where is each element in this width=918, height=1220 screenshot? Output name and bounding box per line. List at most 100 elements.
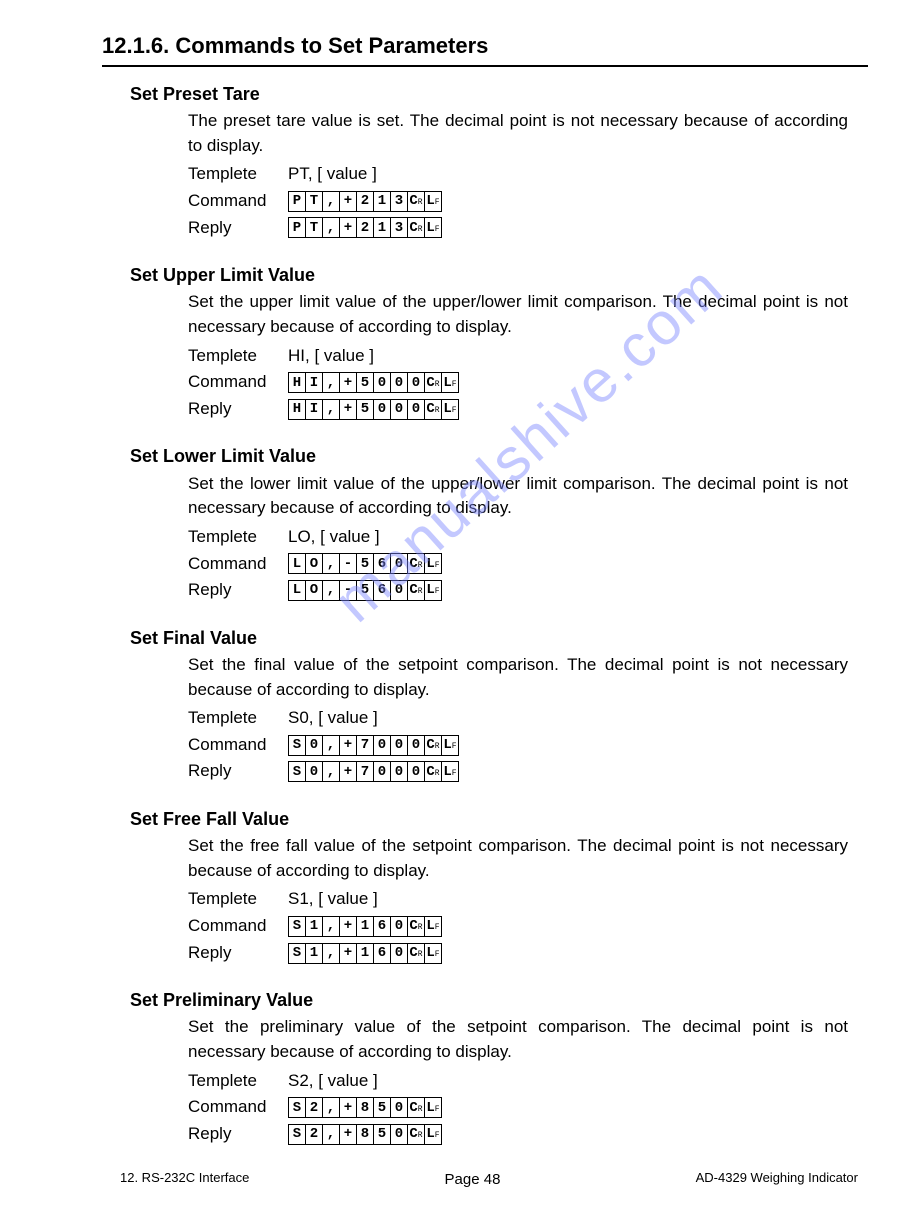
section-description: The preset tare value is set. The decima… bbox=[188, 109, 848, 158]
byte-cell: S bbox=[289, 736, 306, 755]
byte-cell: LF bbox=[425, 218, 441, 237]
byte-cell: 1 bbox=[374, 192, 391, 211]
row-label-reply: Reply bbox=[188, 1122, 288, 1147]
byte-cell: 5 bbox=[374, 1098, 391, 1117]
row-label-command: Command bbox=[188, 189, 288, 214]
byte-cell: S bbox=[289, 1125, 306, 1144]
byte-cell: 0 bbox=[374, 400, 391, 419]
byte-cell: CR bbox=[408, 917, 425, 936]
byte-sequence: S0,+7000CRLF bbox=[288, 735, 459, 756]
byte-cell: CR bbox=[425, 736, 442, 755]
byte-cell: T bbox=[306, 192, 323, 211]
row-label-templete: Templete bbox=[188, 525, 288, 550]
byte-cell: 0 bbox=[391, 736, 408, 755]
byte-cell: 8 bbox=[357, 1098, 374, 1117]
row-label-command: Command bbox=[188, 552, 288, 577]
byte-cell: , bbox=[323, 192, 340, 211]
byte-cell: H bbox=[289, 400, 306, 419]
row-label-command: Command bbox=[188, 733, 288, 758]
byte-cell: 0 bbox=[391, 1125, 408, 1144]
row-label-command: Command bbox=[188, 914, 288, 939]
row-label-reply: Reply bbox=[188, 397, 288, 422]
byte-cell: , bbox=[323, 1125, 340, 1144]
byte-cell: 2 bbox=[306, 1098, 323, 1117]
byte-cell: CR bbox=[408, 554, 425, 573]
section-description: Set the free fall value of the setpoint … bbox=[188, 834, 848, 883]
row-label-reply: Reply bbox=[188, 759, 288, 784]
byte-sequence: S1,+160CRLF bbox=[288, 943, 442, 964]
byte-cell: CR bbox=[408, 1098, 425, 1117]
byte-cell: 0 bbox=[408, 762, 425, 781]
byte-cell: 6 bbox=[374, 917, 391, 936]
byte-cell: 0 bbox=[306, 736, 323, 755]
byte-cell: , bbox=[323, 373, 340, 392]
byte-cell: 5 bbox=[357, 581, 374, 600]
byte-cell: LF bbox=[425, 192, 441, 211]
footer-center: Page 48 bbox=[445, 1169, 501, 1191]
section-title: Set Upper Limit Value bbox=[130, 262, 868, 288]
byte-cell: 1 bbox=[374, 218, 391, 237]
byte-cell: 5 bbox=[357, 373, 374, 392]
byte-cell: S bbox=[289, 917, 306, 936]
byte-sequence: S2,+850CRLF bbox=[288, 1097, 442, 1118]
section-title: Set Lower Limit Value bbox=[130, 443, 868, 469]
byte-cell: T bbox=[306, 218, 323, 237]
byte-cell: P bbox=[289, 192, 306, 211]
byte-cell: 0 bbox=[374, 736, 391, 755]
byte-cell: 2 bbox=[357, 218, 374, 237]
byte-cell: , bbox=[323, 554, 340, 573]
byte-cell: LF bbox=[442, 736, 458, 755]
byte-cell: 0 bbox=[374, 762, 391, 781]
byte-cell: , bbox=[323, 218, 340, 237]
byte-cell: , bbox=[323, 581, 340, 600]
byte-cell: S bbox=[289, 762, 306, 781]
byte-cell: 0 bbox=[391, 944, 408, 963]
templete-value: S2, [ value ] bbox=[288, 1069, 378, 1094]
templete-value: PT, [ value ] bbox=[288, 162, 377, 187]
section-description: Set the upper limit value of the upper/l… bbox=[188, 290, 848, 339]
section-description: Set the lower limit value of the upper/l… bbox=[188, 472, 848, 521]
byte-cell: - bbox=[340, 554, 357, 573]
byte-cell: 0 bbox=[391, 917, 408, 936]
byte-sequence: HI,+5000CRLF bbox=[288, 372, 459, 393]
byte-cell: + bbox=[340, 917, 357, 936]
byte-cell: 1 bbox=[357, 917, 374, 936]
byte-cell: LF bbox=[442, 762, 458, 781]
row-label-templete: Templete bbox=[188, 1069, 288, 1094]
byte-cell: P bbox=[289, 218, 306, 237]
byte-cell: + bbox=[340, 1125, 357, 1144]
byte-cell: 0 bbox=[391, 1098, 408, 1117]
byte-cell: 1 bbox=[306, 917, 323, 936]
byte-cell: CR bbox=[425, 762, 442, 781]
byte-cell: + bbox=[340, 400, 357, 419]
byte-sequence: HI,+5000CRLF bbox=[288, 399, 459, 420]
byte-cell: CR bbox=[408, 1125, 425, 1144]
section-description: Set the preliminary value of the setpoin… bbox=[188, 1015, 848, 1064]
command-section: Set Upper Limit ValueSet the upper limit… bbox=[90, 262, 868, 421]
byte-cell: I bbox=[306, 373, 323, 392]
byte-cell: 0 bbox=[391, 762, 408, 781]
byte-cell: 0 bbox=[391, 373, 408, 392]
templete-value: LO, [ value ] bbox=[288, 525, 380, 550]
footer-right: AD-4329 Weighing Indicator bbox=[696, 1169, 858, 1191]
byte-cell: + bbox=[340, 1098, 357, 1117]
row-label-command: Command bbox=[188, 1095, 288, 1120]
byte-cell: O bbox=[306, 554, 323, 573]
command-section: Set Preset TareThe preset tare value is … bbox=[90, 81, 868, 240]
section-description: Set the final value of the setpoint comp… bbox=[188, 653, 848, 702]
byte-cell: CR bbox=[408, 944, 425, 963]
templete-value: S1, [ value ] bbox=[288, 887, 378, 912]
byte-cell: LF bbox=[425, 581, 441, 600]
byte-cell: 0 bbox=[408, 400, 425, 419]
section-title: Set Free Fall Value bbox=[130, 806, 868, 832]
byte-cell: + bbox=[340, 373, 357, 392]
row-label-templete: Templete bbox=[188, 706, 288, 731]
byte-cell: 1 bbox=[357, 944, 374, 963]
byte-cell: 0 bbox=[408, 373, 425, 392]
byte-cell: , bbox=[323, 1098, 340, 1117]
command-section: Set Lower Limit Value Set the lower limit… bbox=[90, 443, 868, 602]
byte-cell: S bbox=[289, 944, 306, 963]
byte-cell: , bbox=[323, 917, 340, 936]
templete-value: HI, [ value ] bbox=[288, 344, 374, 369]
byte-cell: 0 bbox=[391, 581, 408, 600]
